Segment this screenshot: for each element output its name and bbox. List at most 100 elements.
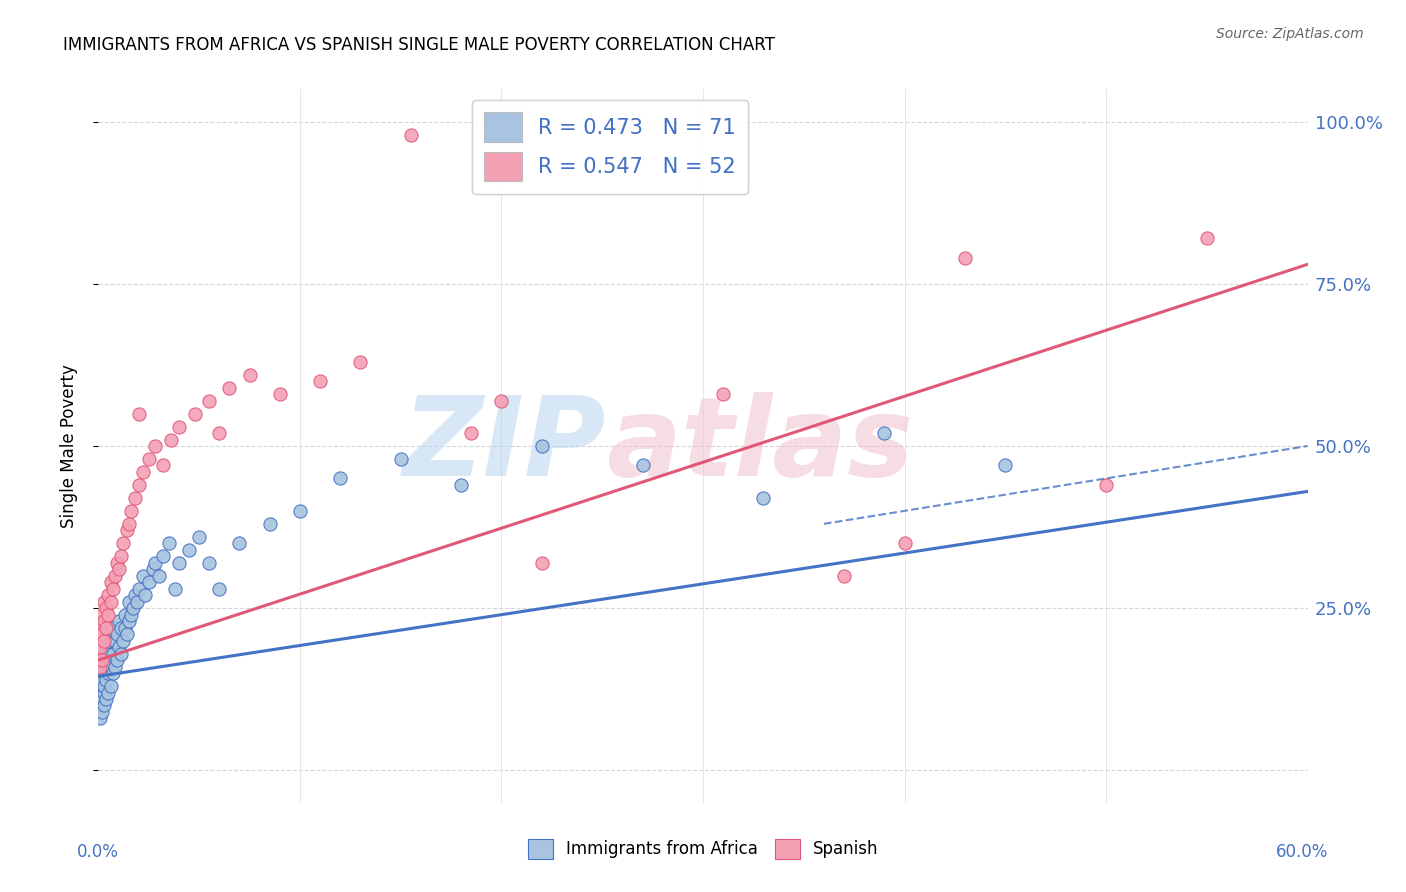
Point xyxy=(107,640,129,654)
Point xyxy=(148,568,170,582)
Point xyxy=(89,685,111,699)
Point xyxy=(118,516,141,531)
Point xyxy=(389,452,412,467)
Point xyxy=(89,621,111,635)
Point xyxy=(103,568,125,582)
Point xyxy=(100,679,122,693)
Point xyxy=(93,614,115,628)
Point xyxy=(103,659,125,673)
Point xyxy=(89,659,111,673)
Y-axis label: Single Male Poverty: Single Male Poverty xyxy=(59,364,77,528)
Point xyxy=(239,368,262,382)
Point xyxy=(631,458,654,473)
Point xyxy=(152,549,174,564)
Point xyxy=(120,607,142,622)
Point xyxy=(89,640,111,654)
Point xyxy=(167,419,190,434)
Point xyxy=(152,458,174,473)
Point xyxy=(125,595,148,609)
Point xyxy=(105,556,128,570)
Point xyxy=(399,128,422,142)
Point xyxy=(218,381,240,395)
Point xyxy=(103,633,125,648)
Point xyxy=(100,575,122,590)
Point xyxy=(97,685,120,699)
Point xyxy=(91,692,114,706)
Point xyxy=(91,679,114,693)
Point xyxy=(124,588,146,602)
Point xyxy=(269,387,291,401)
Point xyxy=(110,549,132,564)
Point xyxy=(873,425,896,440)
Point xyxy=(107,562,129,576)
Point xyxy=(105,627,128,641)
Point xyxy=(832,568,855,582)
Point xyxy=(115,627,138,641)
Point xyxy=(157,536,180,550)
Point xyxy=(100,653,122,667)
Point xyxy=(143,556,166,570)
Point xyxy=(198,393,221,408)
Point xyxy=(105,653,128,667)
Point xyxy=(118,614,141,628)
Point xyxy=(107,614,129,628)
Point xyxy=(89,711,111,725)
Point xyxy=(114,621,136,635)
Point xyxy=(349,354,371,368)
Point xyxy=(114,607,136,622)
Point xyxy=(121,601,143,615)
Point xyxy=(124,491,146,505)
Point xyxy=(460,425,482,440)
Point xyxy=(91,607,114,622)
Point xyxy=(1195,231,1218,245)
Point xyxy=(96,692,118,706)
Point xyxy=(110,647,132,661)
Point xyxy=(994,458,1017,473)
Point xyxy=(93,659,115,673)
Point xyxy=(198,556,221,570)
Text: ZIP: ZIP xyxy=(402,392,606,500)
Point xyxy=(96,621,118,635)
Point xyxy=(128,407,150,421)
Point xyxy=(167,556,190,570)
Point xyxy=(96,640,118,654)
Text: atlas: atlas xyxy=(606,392,914,500)
Point xyxy=(134,588,156,602)
Point xyxy=(91,673,114,687)
Point xyxy=(208,582,231,596)
Point xyxy=(711,387,734,401)
Point xyxy=(91,627,114,641)
Point xyxy=(101,647,124,661)
Point xyxy=(93,633,115,648)
Point xyxy=(128,478,150,492)
Point xyxy=(97,588,120,602)
Point xyxy=(188,530,211,544)
Point xyxy=(100,659,122,673)
Point xyxy=(612,121,634,136)
Point xyxy=(111,536,134,550)
Point xyxy=(530,439,553,453)
Text: 0.0%: 0.0% xyxy=(77,843,120,861)
Point xyxy=(93,685,115,699)
Point xyxy=(329,471,352,485)
Point xyxy=(93,698,115,713)
Point xyxy=(97,607,120,622)
Point xyxy=(101,666,124,681)
Point xyxy=(143,439,166,453)
Legend: R = 0.473   N = 71, R = 0.547   N = 52: R = 0.473 N = 71, R = 0.547 N = 52 xyxy=(471,100,748,194)
Point xyxy=(132,568,155,582)
Text: IMMIGRANTS FROM AFRICA VS SPANISH SINGLE MALE POVERTY CORRELATION CHART: IMMIGRANTS FROM AFRICA VS SPANISH SINGLE… xyxy=(63,36,775,54)
Point xyxy=(96,673,118,687)
Point xyxy=(97,647,120,661)
Point xyxy=(163,582,186,596)
Point xyxy=(259,516,281,531)
Point xyxy=(93,647,115,661)
Point xyxy=(89,698,111,713)
Legend: Immigrants from Africa, Spanish: Immigrants from Africa, Spanish xyxy=(522,832,884,866)
Point xyxy=(96,653,118,667)
Point xyxy=(97,666,120,681)
Point xyxy=(309,374,332,388)
Point xyxy=(101,582,124,596)
Point xyxy=(530,556,553,570)
Point xyxy=(953,251,976,265)
